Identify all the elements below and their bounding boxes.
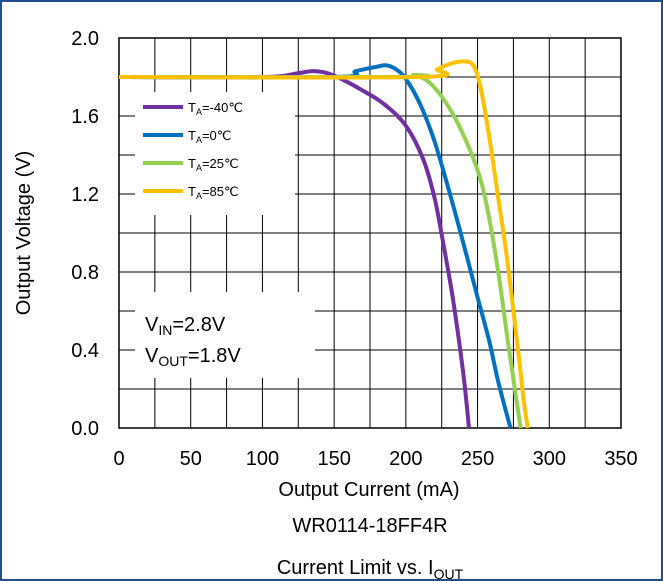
series-line-3 [118,59,530,429]
series-line-0 [118,69,471,429]
y-tick-label: 0.0 [71,418,99,440]
x-tick-label: 0 [113,448,124,470]
vin-label: VIN=2.8V [145,314,226,338]
conditions-box: VIN=2.8V VOUT=1.8V [135,292,315,378]
legend-label-3: TA=85℃ [188,184,239,201]
x-tick-label: 300 [533,448,566,470]
x-tick-label: 200 [389,448,422,470]
legend-label-2: TA=25℃ [188,156,239,173]
chart-caption-title: Current Limit vs. IOUT [277,557,464,581]
series-line-1 [118,63,513,429]
y-axis-title: Output Voltage (V) [13,151,35,316]
conditions-bg [135,292,315,378]
x-tick-label: 150 [317,448,350,470]
y-tick-label: 1.6 [71,106,99,128]
legend-label-0: TA=-40℃ [188,100,243,117]
plot-area-border [118,37,622,429]
y-tick-label: 1.2 [71,184,99,206]
x-tick-label: 50 [180,448,202,470]
legend-label-1: TA=0℃ [188,128,231,145]
axis-ticks: 0 50 100 150 200 250 300 350 0.0 0.4 0.8 1.2 1.6 2.0 [71,28,638,470]
x-tick-label: 250 [461,448,494,470]
y-tick-label: 0.8 [71,262,99,284]
legend: TA=-40℃ TA=0℃ TA=25℃ TA=85℃ [135,92,295,215]
legend-box [135,92,295,215]
y-tick-label: 0.4 [71,340,99,362]
series-lines [118,59,530,429]
x-tick-label: 100 [246,448,279,470]
part-number: WR0114-18FF4R [292,515,447,537]
y-tick-label: 2.0 [71,28,99,50]
x-tick-label: 350 [604,448,637,470]
x-axis-title: Output Current (mA) [278,479,459,501]
vout-label: VOUT=1.8V [145,345,241,369]
